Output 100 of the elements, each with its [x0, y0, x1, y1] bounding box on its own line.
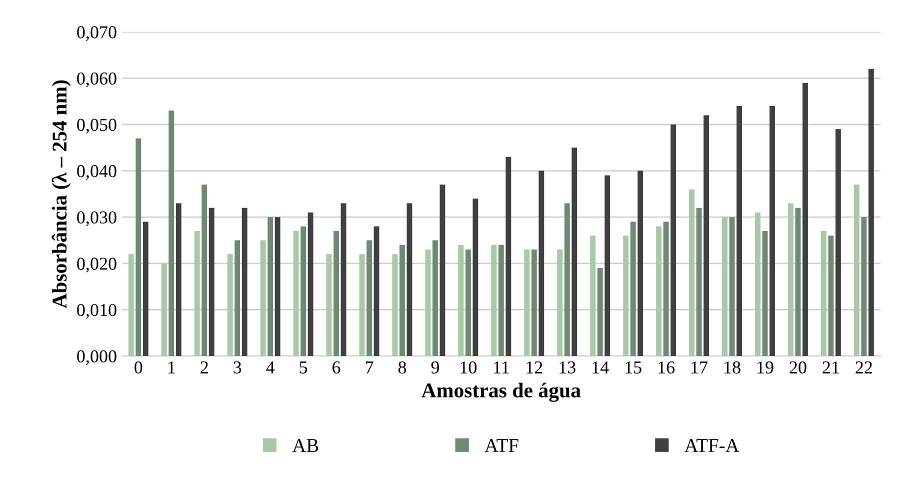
- bar: [432, 240, 438, 356]
- x-tick-label: 22: [856, 361, 872, 374]
- y-tick-label: 0,040: [77, 165, 116, 180]
- x-tick-label: 12: [526, 361, 542, 374]
- bar: [835, 129, 841, 356]
- y-tick-label: 0,060: [77, 72, 116, 88]
- bar: [868, 68, 874, 356]
- bar: [472, 198, 478, 356]
- bar: [425, 250, 431, 356]
- bar: [572, 148, 578, 356]
- bar: [755, 212, 760, 356]
- bar: [293, 230, 299, 356]
- bar: [194, 230, 200, 356]
- bar: [498, 244, 504, 356]
- x-tick-label: 16: [658, 361, 675, 374]
- bar: [465, 250, 471, 356]
- bar: [538, 170, 544, 356]
- bar: [788, 203, 794, 356]
- bar: [491, 244, 497, 356]
- bar: [260, 240, 266, 356]
- x-tick-label: 14: [592, 361, 609, 374]
- bar: [795, 208, 801, 356]
- x-tick-label: 1: [168, 361, 175, 374]
- y-tick-label: 0,020: [77, 258, 116, 272]
- bar: [208, 208, 214, 356]
- x-tick-label: 10: [460, 361, 477, 374]
- y-tick-label: 0,030: [77, 211, 116, 226]
- legend-label: AB: [292, 439, 318, 452]
- bar: [176, 203, 182, 356]
- x-tick-label: 13: [560, 361, 576, 374]
- bar: [274, 217, 280, 356]
- x-tick-label: 19: [758, 361, 774, 374]
- bar: [326, 254, 332, 356]
- bar: [604, 175, 610, 356]
- bar: [663, 222, 669, 356]
- bar: [234, 240, 240, 356]
- bar: [506, 156, 512, 356]
- bar: [736, 106, 742, 356]
- legend-label: ATF: [484, 439, 518, 452]
- y-tick-label: 0,000: [77, 350, 116, 366]
- bar: [770, 106, 775, 356]
- bar: [458, 244, 464, 356]
- x-tick-label: 7: [366, 362, 374, 374]
- y-tick-label: 0,070: [77, 26, 116, 41]
- bar: [696, 208, 702, 356]
- x-tick-label: 21: [822, 361, 839, 374]
- x-tick-label: 11: [494, 361, 509, 374]
- bar: [590, 236, 596, 356]
- bar: [564, 203, 570, 356]
- bar: [136, 138, 142, 356]
- bar: [656, 226, 662, 356]
- bar: [531, 250, 537, 356]
- bar: [670, 124, 676, 356]
- y-tick-label: 0,010: [77, 304, 116, 319]
- legend-label: ATF-A: [684, 439, 740, 452]
- x-tick-label: 4: [266, 361, 275, 374]
- bar: [242, 208, 248, 356]
- x-tick-label: 17: [692, 361, 708, 374]
- bar: [128, 254, 134, 356]
- bar: [142, 222, 148, 356]
- x-tick-label: 0: [134, 361, 142, 374]
- x-tick-label: 2: [200, 361, 208, 374]
- bar: [623, 236, 629, 356]
- bar: [161, 263, 167, 356]
- bar: [729, 217, 735, 356]
- bar: [630, 222, 636, 356]
- bar: [202, 184, 208, 356]
- bar: [704, 115, 710, 356]
- x-tick-label: 15: [626, 361, 642, 374]
- bar: [308, 212, 314, 356]
- bar: [440, 184, 446, 356]
- bar: [374, 226, 380, 356]
- bar: [227, 254, 233, 356]
- bar: [828, 236, 834, 356]
- bar: [638, 170, 644, 356]
- x-tick-label: 9: [431, 361, 439, 374]
- bar: [597, 268, 603, 356]
- bar: [392, 254, 398, 356]
- x-tick-label: 5: [300, 362, 308, 374]
- bar: [406, 203, 412, 356]
- y-tick-label: 0,050: [77, 118, 116, 134]
- bar: [168, 110, 174, 356]
- x-axis-title: Amostras de água: [422, 382, 581, 402]
- bar: [268, 217, 274, 356]
- bar: [524, 250, 530, 356]
- x-tick-label: 20: [790, 361, 806, 374]
- y-axis-title: Absorbância (λ – 254 nm): [52, 80, 71, 308]
- bar: [861, 217, 867, 356]
- bar: [366, 240, 372, 356]
- bar: [854, 184, 860, 356]
- x-tick-label: 6: [332, 361, 340, 374]
- bar: [334, 230, 339, 356]
- bar: [689, 189, 695, 356]
- bar: [557, 250, 563, 356]
- bar: [820, 230, 826, 356]
- bar: [300, 226, 306, 356]
- bar: [359, 254, 365, 356]
- bar: [802, 82, 808, 356]
- x-tick-label: 3: [234, 361, 242, 374]
- bar: [762, 230, 768, 356]
